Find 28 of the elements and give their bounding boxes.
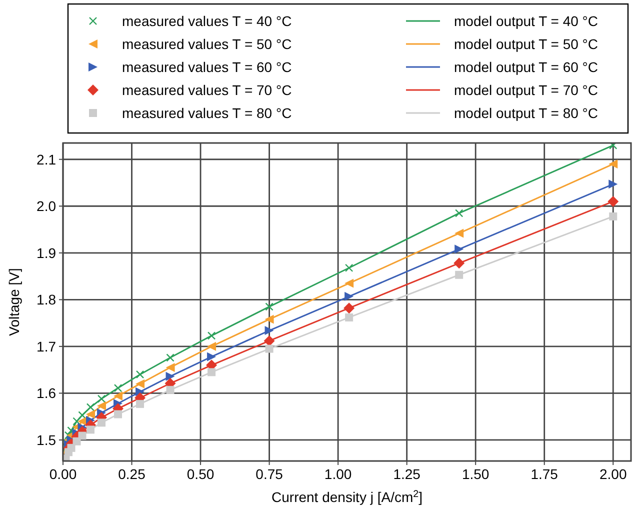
x-tick-label: 2.00 <box>599 466 627 482</box>
x-axis-title: Current density j [A/cm$^{2}$] <box>272 488 422 505</box>
x-tick-label: 1.25 <box>393 466 421 482</box>
y-tick-label: 1.6 <box>36 385 56 402</box>
legend-label: model output T = 40 °C <box>454 13 598 29</box>
x-tick-label: 0.00 <box>49 466 77 482</box>
y-tick-label: 1.7 <box>36 338 56 354</box>
legend-label: measured values T = 70 °C <box>122 82 292 98</box>
x-tick-label: 0.75 <box>256 466 284 482</box>
legend-label: measured values T = 80 °C <box>122 105 292 121</box>
x-tick-label: 0.50 <box>186 466 214 482</box>
legend-label: model output T = 70 °C <box>454 82 598 98</box>
legend-label: measured values T = 40 °C <box>122 13 292 29</box>
legend-label: model output T = 60 °C <box>454 59 598 75</box>
x-tick-label: 0.25 <box>118 466 146 482</box>
legend-label: measured values T = 50 °C <box>122 36 292 52</box>
x-tick-label: 1.00 <box>324 466 352 482</box>
legend-label: model output T = 80 °C <box>454 105 598 121</box>
y-tick-label: 2.0 <box>36 198 56 214</box>
y-tick-label: 1.8 <box>36 292 56 308</box>
legend-label: model output T = 50 °C <box>454 36 598 52</box>
y-axis-title: Voltage [V] <box>6 268 22 336</box>
y-tick-label: 1.5 <box>36 432 56 448</box>
x-tick-label: 1.50 <box>462 466 490 482</box>
x-tick-label: 1.75 <box>530 466 558 482</box>
y-tick-label: 1.9 <box>36 244 56 261</box>
y-tick-label: 2.1 <box>36 151 56 168</box>
legend-label: measured values T = 60 °C <box>122 59 292 75</box>
